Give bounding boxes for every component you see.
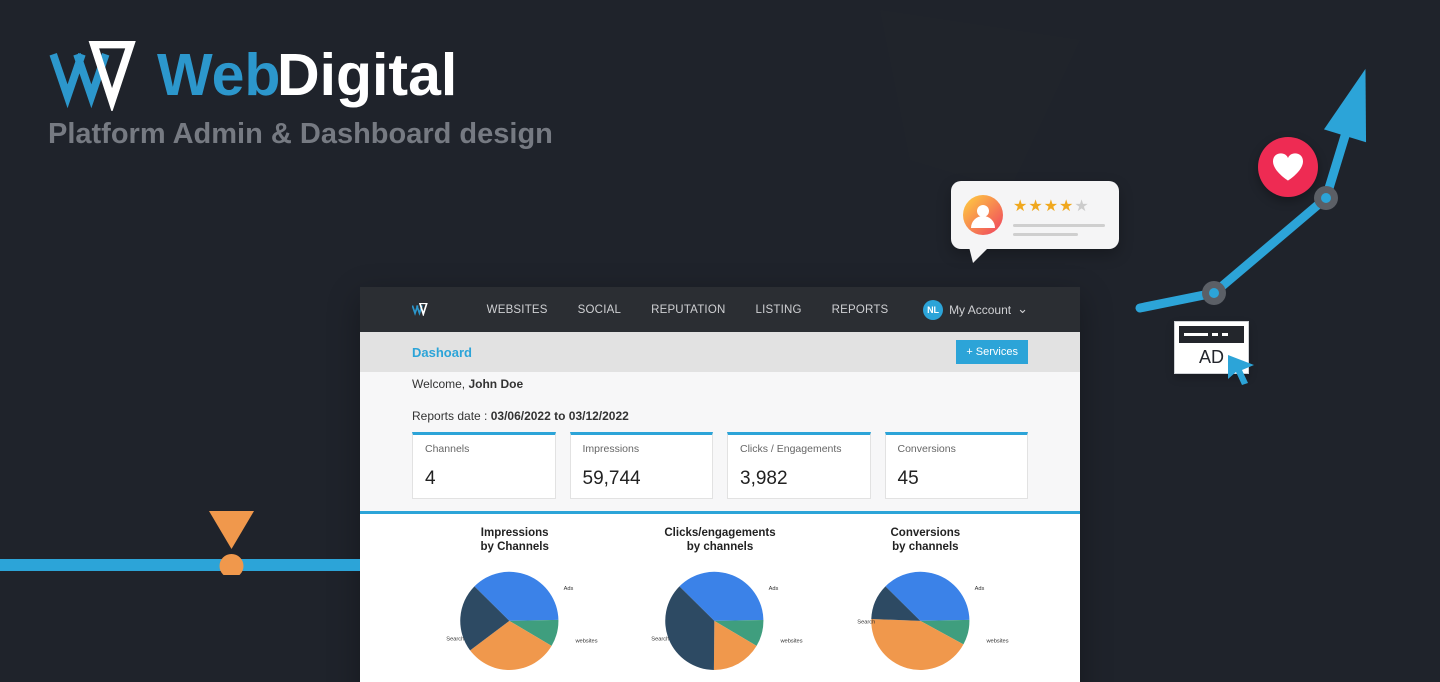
svg-text:Search: Search [857,619,875,625]
svg-text:Ads: Ads [769,586,779,592]
svg-text:websites: websites [575,638,598,644]
svg-text:Digital: Digital [277,42,457,108]
svg-text:Search: Search [652,636,670,642]
svg-text:Ads: Ads [564,586,574,592]
svg-text:websites: websites [985,638,1008,644]
svg-text:Ads: Ads [974,586,984,592]
svg-text:websites: websites [780,638,803,644]
svg-text:Web: Web [157,42,280,108]
svg-text:Search: Search [446,636,464,642]
